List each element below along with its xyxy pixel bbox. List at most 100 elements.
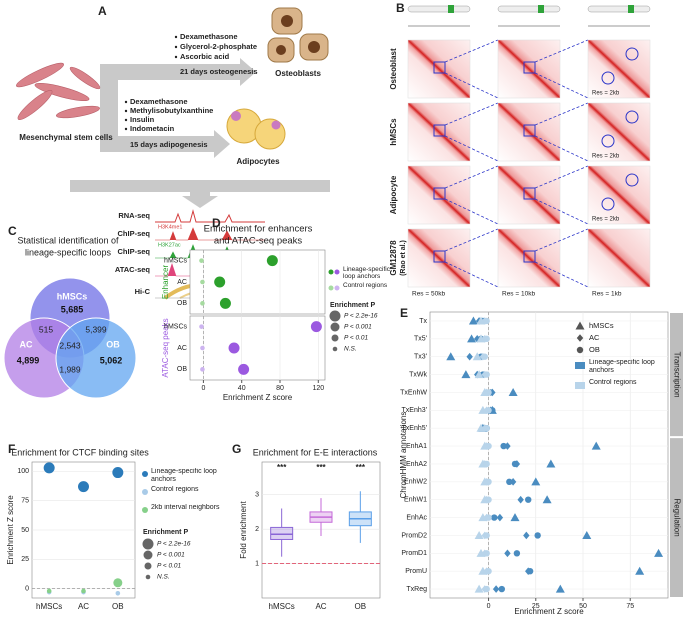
legend-dot [328, 269, 334, 275]
x-tick-label: 50 [579, 603, 587, 610]
resolution: Res = 50kb [412, 291, 445, 298]
circle-point [525, 496, 532, 503]
cell-label: Mesenchymal stem cells [19, 133, 113, 142]
hic-map [407, 228, 471, 288]
y-tick-label: TxEnh5' [402, 425, 427, 432]
venn-title: lineage-specific loops [25, 247, 112, 257]
y-axis-label: Fold enrichment [239, 501, 248, 559]
legend-size [332, 346, 338, 352]
zoom-box [433, 250, 446, 263]
significance: *** [356, 463, 366, 472]
diamond-point [492, 585, 500, 593]
circle-point [485, 407, 492, 414]
resolution: Res = 2kb [592, 217, 620, 223]
row-label: GM12878 [389, 240, 398, 276]
dot [310, 321, 322, 333]
section-label: Transcription [672, 352, 681, 398]
legend-size [331, 334, 339, 342]
legend-label: P < 2.2e-16 [344, 313, 378, 320]
legend-text: 2kb interval neighbors [151, 504, 220, 511]
track-label: ATAC-seq [115, 265, 151, 274]
plot-area [429, 311, 669, 599]
circle-point [485, 442, 492, 450]
gene-highlight [538, 5, 544, 13]
legend-label: P < 0.001 [344, 324, 372, 331]
y-tick-label: 0 [25, 585, 29, 592]
track-label: ChIP-seq [117, 247, 150, 256]
y-tick-label: Tx5' [414, 336, 427, 343]
resolution: Res = 2kb [592, 154, 620, 160]
circle-point [485, 514, 492, 521]
circle-point [511, 460, 519, 468]
dot [78, 481, 89, 493]
zoom-line [534, 39, 589, 63]
track-label: RNA-seq [118, 211, 150, 220]
osteoblast-cells [267, 7, 329, 63]
panel-label: G [232, 442, 241, 456]
triangle-point [591, 441, 601, 450]
x-tick-label: 40 [238, 385, 246, 392]
x-tick-label: AC [78, 602, 89, 611]
legend-text: Control regions [151, 486, 199, 493]
legend-swatch [575, 382, 585, 389]
facet-label: Enhancer [161, 265, 170, 300]
x-axis-label: Enrichment Z score [223, 393, 293, 402]
dot [200, 301, 205, 306]
dot [200, 367, 205, 372]
treatment: Methylisobutylxanthine [130, 106, 213, 115]
set-count: 4,899 [17, 355, 40, 365]
resolution: Res = 10kb [502, 291, 535, 298]
legend-label: OB [589, 345, 600, 354]
zoom-line [534, 102, 589, 126]
stem-cells [16, 62, 101, 120]
diamond-point [576, 334, 584, 342]
y-tick-label: EnhA2 [406, 461, 427, 468]
legend-dot [142, 489, 148, 495]
circle-point [513, 550, 521, 557]
zoom-box [433, 124, 446, 137]
legend-label: P < 0.01 [157, 563, 182, 570]
section-bar [670, 438, 683, 597]
x-tick-label: hMSCs [36, 602, 62, 611]
x-tick-label: hMSCs [269, 602, 295, 611]
triangle-point [582, 530, 592, 539]
legend-dot [142, 471, 148, 477]
y-tick-label: hMSCs [164, 324, 187, 331]
legend-label: P < 0.001 [157, 552, 185, 559]
circle-point [506, 478, 513, 486]
y-tick-label: 2 [255, 526, 259, 533]
triangle-point [446, 352, 456, 361]
legend-label: Lineage-specific loop anchors [589, 359, 655, 374]
triangle-point [474, 584, 484, 593]
cell-label: Osteoblasts [275, 69, 321, 78]
dot [43, 462, 55, 474]
zoom-line [444, 102, 499, 126]
legend-text: Control regions [589, 379, 637, 386]
treatment: Insulin [130, 115, 155, 124]
circle-point [483, 424, 490, 432]
circle-point [483, 317, 490, 325]
set-count: 5,685 [61, 304, 84, 314]
box [270, 526, 294, 540]
gene-track [497, 5, 561, 13]
treatment: Indometacin [130, 124, 175, 133]
y-tick-label: AC [177, 279, 187, 286]
process-arrows [70, 58, 330, 208]
legend-title: Enrichment P [143, 529, 188, 536]
circle-point [483, 335, 490, 343]
treatment: Dexamethasone [180, 32, 238, 41]
circle-point [526, 567, 534, 575]
zoom-line [534, 228, 589, 252]
y-tick-label: 1 [255, 560, 259, 567]
legend-size [145, 574, 151, 580]
y-tick-label: OB [177, 366, 187, 373]
y-tick-label: 25 [21, 556, 29, 563]
hic-map [587, 165, 651, 225]
panel-label: C [8, 224, 17, 238]
dot [266, 255, 278, 267]
diamond-point [523, 531, 530, 540]
legend-label: Control regions [589, 379, 637, 386]
track-label: Hi-C [135, 287, 151, 296]
